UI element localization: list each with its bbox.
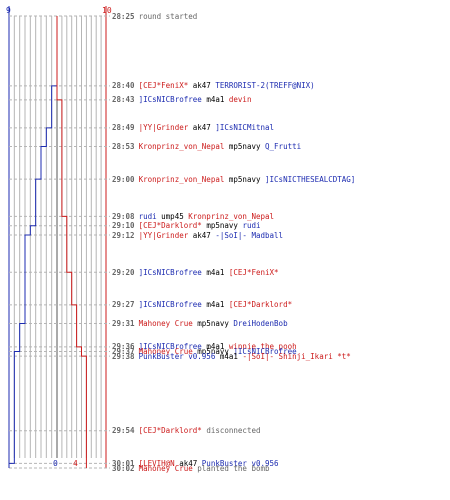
- event-weapon: m4a1: [206, 342, 225, 352]
- event-time: 28:25: [112, 11, 135, 21]
- event-row: 29:00 Kronprinz_von_Nepal mp5navy ]ICsNIC…: [112, 175, 355, 184]
- event-time: 30:02: [112, 463, 135, 473]
- event-time: 28:40: [112, 81, 135, 91]
- event-weapon: m4a1: [206, 267, 225, 277]
- event-player: TERRORIST-2(TREFF@NIX): [215, 81, 315, 91]
- event-row: 28:40 [CEJ*FeniX* ak47 TERRORIST-2(TREFF@…: [112, 81, 315, 90]
- event-player: Kronprinz_von_Nepal: [138, 174, 225, 184]
- event-player: ]ICsNICTHESEALCDTAG]: [265, 174, 356, 184]
- event-row: 29:54 [CEJ*Darklord* disconnected: [112, 426, 261, 435]
- event-player: PunkBuster v0.956: [138, 351, 216, 361]
- event-time: 29:10: [112, 221, 135, 231]
- event-weapon: ump45: [161, 211, 184, 221]
- event-weapon: ak47: [192, 81, 211, 91]
- event-weapon: ak47: [192, 230, 211, 240]
- event-row: 29:36]ICsNICBrofree m4a1 winnie the pooh: [112, 342, 297, 351]
- event-time: 28:53: [112, 141, 135, 151]
- event-weapon: mp5navy: [197, 347, 229, 356]
- event-time: 29:00: [112, 174, 135, 184]
- event-player: ]ICsNICBrofree: [138, 267, 202, 277]
- event-time: 28:49: [112, 123, 135, 133]
- event-row: 29:10 [CEJ*Darklord* mp5navy rudi: [112, 221, 261, 230]
- event-player: ]ICsNICBrofree: [138, 342, 202, 352]
- event-player: Mahoney Crue: [138, 463, 193, 473]
- event-weapon: m4a1: [206, 300, 225, 310]
- ct-end-count: 0: [53, 459, 58, 468]
- event-row: 29:38 PunkBuster v0.956 m4a1 -|SoI|- Shin…: [112, 352, 351, 361]
- event-player: [CEJ*FeniX*: [138, 81, 189, 91]
- event-time: 29:27: [112, 300, 135, 310]
- event-weapon: m4a1: [206, 95, 225, 105]
- t-end-count: 4: [73, 459, 78, 468]
- event-weapon: mp5navy: [228, 141, 261, 151]
- event-player: [CEJ*Darklord*: [228, 300, 293, 310]
- event-row: 30:01 [LEVIH@N ak47 PunkBuster v0.956: [112, 459, 279, 468]
- event-row: 28:53 Kronprinz_von_Nepal mp5navy Q_Frutt…: [112, 142, 301, 151]
- event-weapon: ak47: [179, 458, 198, 468]
- event-time: 29:08: [112, 211, 135, 221]
- event-player: |YY|Grinder: [138, 230, 189, 240]
- event-player: ]ICsNICBrofree: [138, 300, 202, 310]
- event-row: 28:43]ICsNICBrofree m4a1 devin: [112, 95, 251, 104]
- event-player: -|SoI|- Shinji_Ikari *t*: [242, 351, 351, 361]
- event-action: round started: [138, 11, 198, 21]
- event-player: [CEJ*Darklord*: [138, 426, 202, 436]
- event-player: [LEVIH@N: [138, 458, 175, 468]
- event-player: DreiHodenBob: [233, 319, 288, 329]
- event-row: 29:27]ICsNICBrofree m4a1 [CEJ*Darklord*: [112, 300, 292, 309]
- event-row: 29:20]ICsNICBrofree m4a1 [CEJ*FeniX*: [112, 268, 279, 277]
- event-weapon: mp5navy: [197, 319, 229, 329]
- event-row: 28:25 round started: [112, 12, 197, 21]
- event-row: 29:12 |YY|Grinder ak47 -|SoI|- Madball: [112, 231, 283, 240]
- event-weapon: mp5navy: [228, 174, 261, 184]
- event-player: ]ICsNICMitnal: [215, 123, 275, 133]
- event-row: 29:31 Mahoney Crue mp5navy DreiHodenBob: [112, 319, 288, 328]
- event-player: [CEJ*FeniX*: [228, 267, 279, 277]
- event-row: 30:02 Mahoney Crue planted the bomb: [112, 464, 270, 473]
- event-player: ]ICsNICBrofree: [138, 95, 202, 105]
- event-time: 29:20: [112, 267, 135, 277]
- event-player: ]ICsNICBrofree: [233, 347, 297, 356]
- event-action: disconnected: [206, 426, 261, 436]
- event-player: Kronprinz_von_Nepal: [188, 211, 275, 221]
- event-time: 29:36: [112, 342, 135, 352]
- event-time: 29:38: [112, 351, 135, 361]
- event-weapon: mp5navy: [206, 221, 238, 231]
- event-time: 29:12: [112, 230, 135, 240]
- event-time: 29:37: [112, 347, 135, 356]
- event-row: 28:49 |YY|Grinder ak47 ]ICsNICMitnal: [112, 123, 274, 132]
- event-time: 30:01: [112, 458, 135, 468]
- event-time: 28:43: [112, 95, 135, 105]
- t-start-count: 10: [102, 6, 112, 15]
- event-player: Q_Frutti: [265, 141, 302, 151]
- event-action: planted the bomb: [197, 463, 270, 473]
- event-time: 29:31: [112, 319, 135, 329]
- event-player: Kronprinz_von_Nepal: [138, 141, 225, 151]
- event-player: Mahoney Crue: [138, 347, 193, 356]
- event-player: -|SoI|- Madball: [215, 230, 284, 240]
- event-player: rudi: [242, 221, 261, 231]
- event-weapon: ak47: [192, 123, 211, 133]
- event-player: Mahoney Crue: [138, 319, 193, 329]
- event-player: |YY|Grinder: [138, 123, 189, 133]
- t-alive-line: [56, 16, 87, 468]
- event-row: 29:37 Mahoney Crue mp5navy ]ICsNICBrofree: [112, 347, 297, 356]
- event-player: PunkBuster v0.956: [201, 458, 279, 468]
- event-player: devin: [228, 95, 252, 105]
- event-weapon: m4a1: [219, 351, 238, 361]
- ct-start-count: 9: [6, 6, 11, 15]
- event-player: [CEJ*Darklord*: [138, 221, 202, 231]
- event-player: winnie the pooh: [228, 342, 297, 352]
- event-time: 29:54: [112, 426, 135, 436]
- event-player: rudi: [138, 211, 157, 221]
- event-row: 29:08 rudi ump45 Kronprinz_von_Nepal: [112, 212, 274, 221]
- ct-alive-line: [8, 16, 58, 468]
